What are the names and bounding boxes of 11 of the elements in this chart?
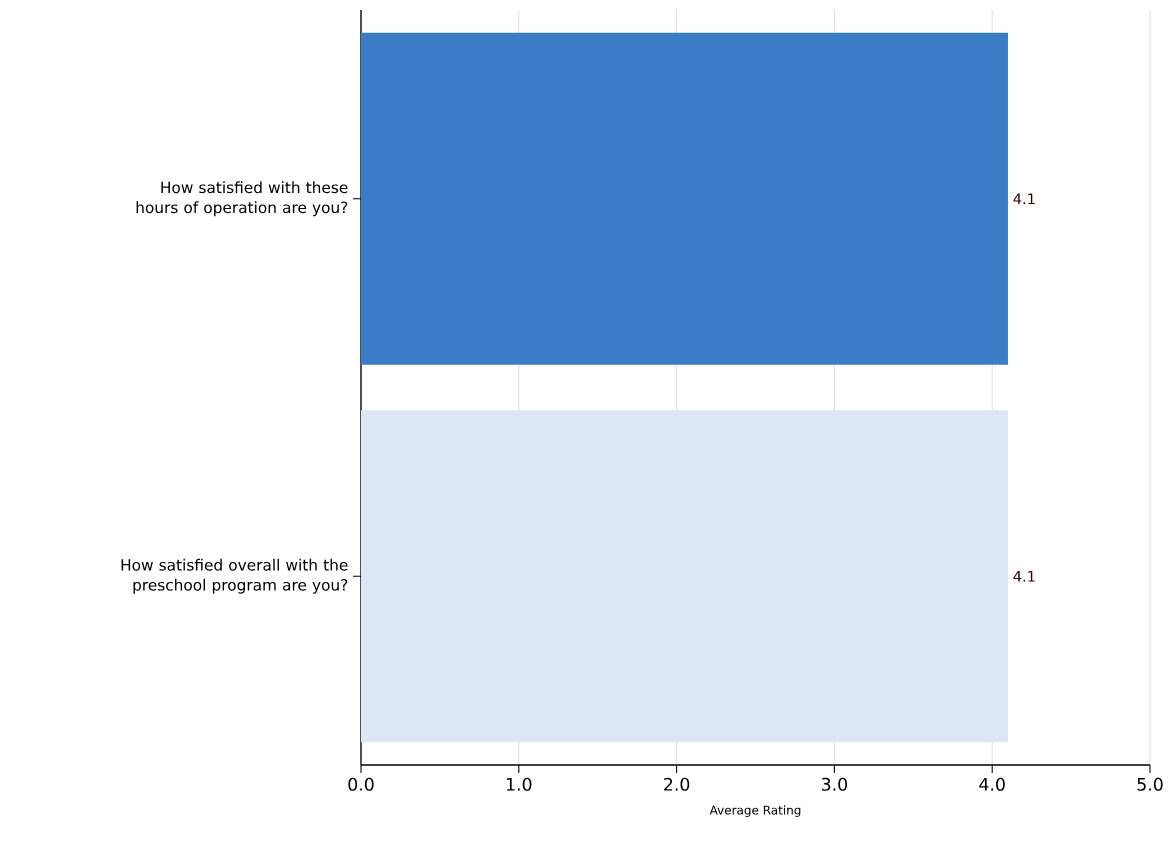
x-tick-label: 1.0 (506, 777, 532, 791)
y-tick-label: How satisfied with these hours of operation are you? (136, 181, 348, 217)
x-tick-label: 5.0 (1137, 777, 1163, 791)
x-tick-label: 2.0 (664, 777, 690, 791)
x-axis-title: Average Rating (709, 805, 801, 817)
y-tick-label: How satisfied overall with the preschool program are you? (121, 558, 348, 594)
x-tick-label: 4.0 (979, 777, 1005, 791)
data-label: 4.1 (1013, 570, 1035, 582)
data-label: 4.1 (1013, 193, 1035, 205)
x-tick-label: 3.0 (821, 777, 848, 791)
x-tick-label: 0.0 (348, 777, 374, 791)
